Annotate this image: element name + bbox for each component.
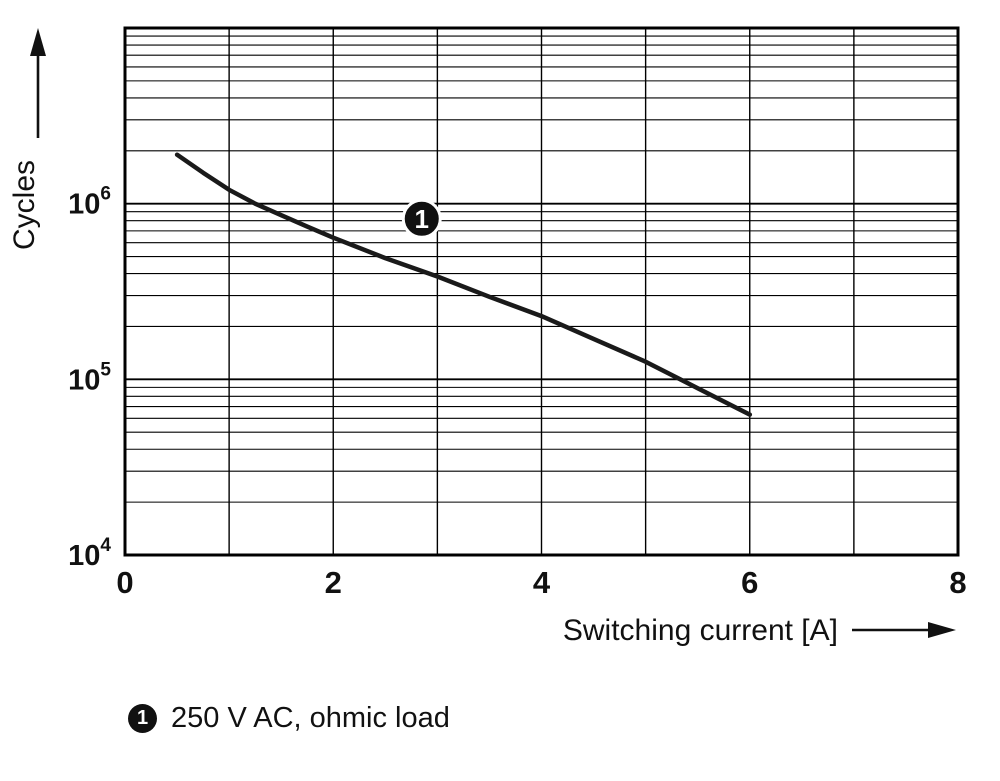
series-1-curve — [174, 152, 753, 417]
x-tick-label: 8 — [949, 565, 966, 600]
curve-1-marker-number: 1 — [415, 204, 429, 234]
plot-border — [123, 26, 960, 557]
chart-legend: 1 250 V AC, ohmic load — [128, 702, 450, 735]
y-tick-label: 104 — [68, 535, 111, 572]
legend-curve-1-badge: 1 — [128, 704, 157, 733]
x-tick-labels: 0 2 4 6 8 — [116, 565, 966, 600]
y-tick-label: 105 — [68, 359, 111, 396]
x-tick-label: 0 — [116, 565, 133, 600]
y-tick-labels: 104 105 106 — [68, 184, 111, 572]
x-tick-label: 2 — [325, 565, 342, 600]
x-axis-title-group: Switching current [A] — [563, 614, 956, 647]
curve-1-marker-circle — [401, 198, 442, 239]
grid — [125, 28, 958, 555]
y-axis-title: Cycles — [8, 160, 41, 250]
x-axis-arrow-icon — [928, 622, 956, 638]
x-axis-title: Switching current [A] — [563, 614, 838, 647]
x-tick-label: 6 — [741, 565, 758, 600]
x-tick-label: 4 — [533, 565, 551, 600]
legend-label: 250 V AC, ohmic load — [171, 702, 450, 734]
y-axis-arrow-icon — [30, 28, 46, 56]
y-axis-title-group: Cycles — [8, 28, 46, 250]
y-tick-label: 106 — [68, 184, 111, 221]
curve-1-marker-badge: 1 — [401, 198, 442, 239]
